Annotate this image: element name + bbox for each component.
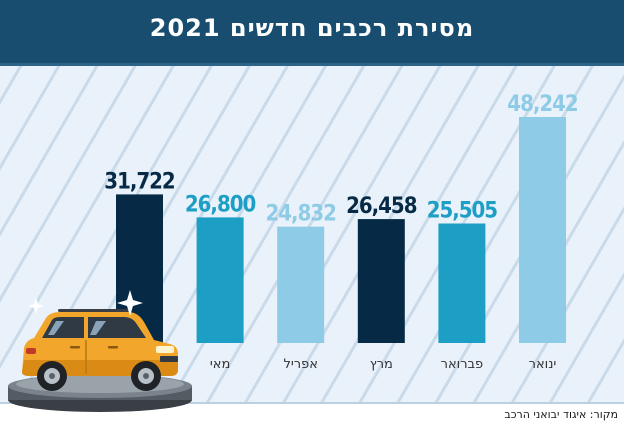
category-label-4: אפריל xyxy=(283,357,317,372)
car-illustration xyxy=(8,290,192,412)
category-label-1: ינואר xyxy=(529,357,557,372)
category-label-3: מרץ xyxy=(370,357,393,372)
bar-value-label-2: 25,505 xyxy=(427,199,498,224)
bar-value-label-1: 48,242 xyxy=(507,92,578,117)
chart-header: מסירת רכבים חדשים 2021 xyxy=(0,0,624,66)
bar-1 xyxy=(519,117,566,343)
baseline xyxy=(0,402,624,404)
bar-value-label-4: 24,832 xyxy=(266,202,337,227)
bar-5 xyxy=(196,217,244,343)
bar-3 xyxy=(357,219,405,343)
category-label-5: מאי xyxy=(210,357,230,372)
source-note: מקור: איגוד יבואני הרכב xyxy=(504,408,618,421)
bar-value-label-6: 31,722 xyxy=(104,169,175,194)
chart-title: מסירת רכבים חדשים 2021 xyxy=(149,14,475,42)
bar-2 xyxy=(438,223,486,343)
category-label-2: פברואר xyxy=(441,357,484,372)
bar-value-label-3: 26,458 xyxy=(346,194,417,219)
bar-value-label-5: 26,800 xyxy=(185,192,256,217)
bar-4 xyxy=(277,226,325,343)
